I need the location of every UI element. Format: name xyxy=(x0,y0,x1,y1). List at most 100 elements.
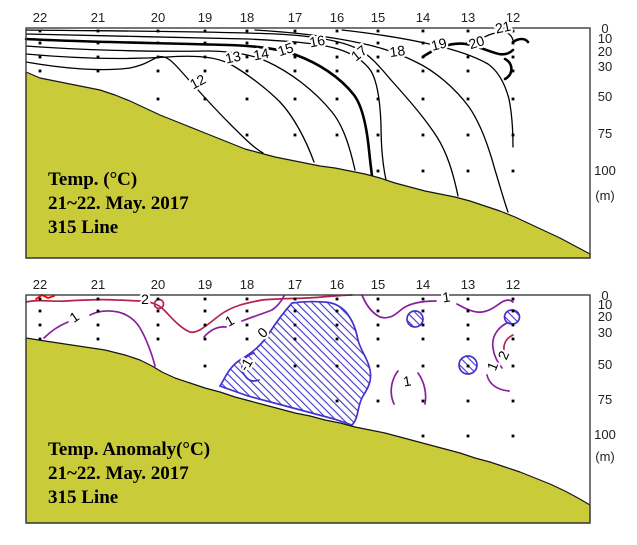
sample-point-dot xyxy=(376,133,380,137)
sample-point-dot xyxy=(511,434,515,438)
contour-line-minus1 xyxy=(241,352,260,382)
sample-point-dot xyxy=(203,41,207,45)
contour-line-1-right xyxy=(361,294,514,319)
sample-point-dot xyxy=(466,309,470,313)
sample-point-dot xyxy=(466,399,470,403)
sample-point-dot xyxy=(293,323,297,327)
contour-line-21-segment xyxy=(511,37,530,44)
seafloor-bathymetry xyxy=(25,71,591,259)
sample-point-dot xyxy=(421,69,425,73)
contour-value-label: 19 xyxy=(429,34,448,53)
panel-frame xyxy=(25,27,591,259)
sample-point-dot xyxy=(38,309,42,313)
sample-point-dot xyxy=(376,97,380,101)
sample-point-dot xyxy=(421,133,425,137)
sample-point-dot xyxy=(293,55,297,59)
sample-point-dot xyxy=(245,337,249,341)
contour-value-label: 1 xyxy=(441,289,451,306)
sample-point-dot xyxy=(466,133,470,137)
sample-point-dot xyxy=(96,337,100,341)
contour-line-13 xyxy=(25,53,315,163)
sample-point-dot xyxy=(335,323,339,327)
contour-line-12 xyxy=(25,55,264,154)
sample-point-dot xyxy=(245,309,249,313)
contour-line-2-station12 xyxy=(503,334,514,359)
sample-point-dot xyxy=(245,323,249,327)
station-label: 21 xyxy=(91,277,105,292)
sample-point-dot xyxy=(245,97,249,101)
contour-value-label: 14 xyxy=(252,45,270,63)
depth-tick-label: 10 xyxy=(598,31,612,46)
depth-unit-label: (m) xyxy=(595,188,615,203)
sample-point-dot xyxy=(335,29,339,33)
contour-value-label: 1 xyxy=(402,372,413,389)
contour-line-1-station12-upper xyxy=(491,320,514,369)
contour-line-1-mid xyxy=(203,295,285,338)
sample-point-dot xyxy=(511,399,515,403)
sample-point-dot xyxy=(511,41,515,45)
sample-point-dot xyxy=(421,29,425,33)
sample-point-dot xyxy=(335,69,339,73)
sample-point-dot xyxy=(421,399,425,403)
depth-tick-label: 50 xyxy=(598,89,612,104)
station-label: 15 xyxy=(371,277,385,292)
sample-point-dot xyxy=(376,309,380,313)
sample-point-dot xyxy=(376,399,380,403)
sample-point-dot xyxy=(156,323,160,327)
sample-point-dot xyxy=(156,55,160,59)
sample-point-dot xyxy=(38,55,42,59)
panel-line: 315 Line xyxy=(48,217,118,238)
contour-value-label: 13 xyxy=(224,48,243,67)
sample-point-dot xyxy=(335,55,339,59)
sample-point-dot xyxy=(511,69,515,73)
sample-point-dot xyxy=(376,55,380,59)
sample-point-dot xyxy=(38,69,42,73)
depth-tick-label: 20 xyxy=(598,309,612,324)
sample-point-dot xyxy=(245,55,249,59)
depth-tick-label: 100 xyxy=(594,163,616,178)
sample-point-dot xyxy=(156,41,160,45)
sample-point-dot xyxy=(203,309,207,313)
station-label: 13 xyxy=(461,10,475,25)
sample-point-dot xyxy=(245,69,249,73)
sample-point-dot xyxy=(245,41,249,45)
contour-value-label: 1 xyxy=(66,308,82,326)
sample-point-dot xyxy=(293,133,297,137)
contour-line-1-deep-left-arc xyxy=(390,370,399,405)
panel-title: Temp. Anomaly(°C) xyxy=(48,439,210,460)
sample-point-dot xyxy=(293,337,297,341)
station-label: 20 xyxy=(151,277,165,292)
contour-line-1-deep-right-arc xyxy=(417,372,427,405)
temperature-anomaly-panel: 22 21 20 19 18 17 16 15 14 13 1201020305075100(m)2… xyxy=(25,277,616,524)
depth-tick-label: 10 xyxy=(598,297,612,312)
sample-point-dot xyxy=(96,297,100,301)
sample-point-dot xyxy=(335,133,339,137)
sample-point-dot xyxy=(466,169,470,173)
panel-frame xyxy=(25,294,591,524)
contour-value-label: 21 xyxy=(494,18,513,37)
sample-point-dot xyxy=(466,297,470,301)
contour-line-3-fragment xyxy=(35,293,55,300)
sample-point-dot xyxy=(421,297,425,301)
sample-point-dot xyxy=(511,309,515,313)
sample-point-dot xyxy=(335,309,339,313)
sample-point-dot xyxy=(421,364,425,368)
sample-point-dot xyxy=(335,337,339,341)
sample-point-dot xyxy=(293,41,297,45)
panel-date: 21~22. May. 2017 xyxy=(48,193,189,214)
sample-point-dot xyxy=(335,364,339,368)
station-label: 22 xyxy=(33,277,47,292)
depth-tick-label: 30 xyxy=(598,325,612,340)
panel-title: Temp. (°C) xyxy=(48,169,137,190)
sample-point-dot xyxy=(466,97,470,101)
contour-line-20-curl xyxy=(503,57,513,81)
sample-point-dot xyxy=(511,364,515,368)
station-label: 18 xyxy=(240,10,254,25)
panel-date: 21~22. May. 2017 xyxy=(48,463,189,484)
sample-point-dot xyxy=(293,364,297,368)
sample-point-dot xyxy=(293,69,297,73)
station-label: 19 xyxy=(198,277,212,292)
sample-point-dot xyxy=(376,69,380,73)
depth-tick-label: 30 xyxy=(598,59,612,74)
sample-point-dot xyxy=(376,41,380,45)
